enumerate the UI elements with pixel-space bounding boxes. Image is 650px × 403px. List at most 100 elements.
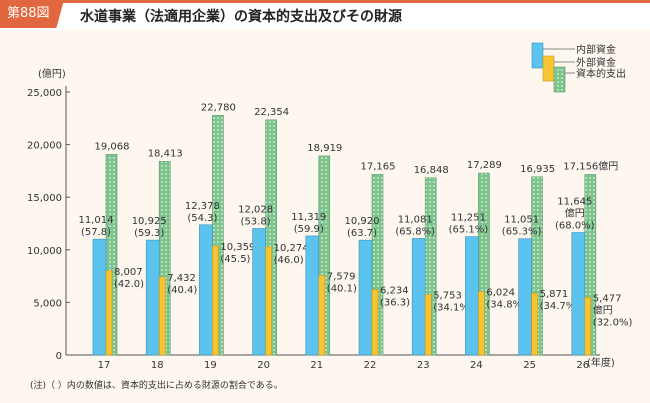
data-label-external-funds: 6,024 (486, 288, 515, 299)
data-label-external-funds: 5,753 (433, 290, 462, 301)
data-label-internal-funds: 12,378 (185, 201, 220, 212)
chart-title: 水道事業（法適用企業）の資本的支出及びその財源 (80, 9, 402, 25)
y-tick-label: 25,000 (27, 88, 62, 99)
header: 第88図 水道事業（法適用企業）の資本的支出及びその財源 (0, 0, 650, 30)
bar-internal-funds (145, 239, 160, 356)
data-label-external-funds: 5,871 (540, 289, 569, 300)
bar-external-funds (531, 292, 538, 356)
y-tick-label: 15,000 (27, 193, 62, 204)
data-label-external-funds: (36.3) (380, 297, 410, 308)
y-axis-label: (億円) (38, 67, 66, 80)
data-label-internal-funds: (65.1%) (449, 225, 489, 236)
data-label-external-funds: 10,359 (220, 242, 255, 253)
bar-external-funds (158, 276, 166, 356)
x-tick-label: 21 (310, 360, 323, 371)
data-label-internal-funds: 億円 (565, 206, 585, 219)
legend-label: 内部資金 (576, 43, 616, 56)
x-axis-label: (年度) (587, 356, 615, 369)
bar-external-funds (478, 291, 485, 356)
data-label-capital-expenditure: 16,848 (414, 165, 449, 176)
data-label-external-funds: (34.1%) (433, 302, 473, 313)
data-label-capital-expenditure: 17,165 (361, 161, 396, 172)
data-label-internal-funds: 11,251 (451, 213, 486, 224)
x-tick-label: 17 (98, 360, 111, 371)
data-label-internal-funds: (65.3%) (502, 227, 542, 238)
data-label-external-funds: (45.5) (220, 254, 250, 265)
legend-swatch (531, 42, 544, 69)
data-label-internal-funds: 12,028 (238, 204, 273, 215)
data-label-capital-expenditure: 17,156億円 (563, 160, 618, 173)
data-label-capital-expenditure: 18,919 (307, 143, 342, 154)
data-label-internal-funds: (59.9) (294, 224, 324, 235)
data-label-internal-funds: (59.3) (134, 228, 164, 239)
y-tick-label: 5,000 (33, 298, 62, 309)
x-tick-label: 20 (257, 360, 270, 371)
data-label-internal-funds: (53.8) (241, 216, 271, 227)
data-label-external-funds: (40.1) (327, 283, 357, 294)
data-label-external-funds: (42.0) (114, 279, 144, 290)
bar-external-funds (105, 270, 113, 356)
data-label-external-funds: 8,007 (114, 267, 143, 278)
data-label-internal-funds: 11,081 (398, 214, 433, 225)
data-label-internal-funds: 11,645 (557, 196, 592, 207)
data-label-capital-expenditure: 19,068 (95, 141, 130, 152)
bar-internal-funds (92, 238, 107, 356)
legend-swatch (542, 55, 555, 82)
bar-external-funds (212, 245, 219, 356)
bar-internal-funds (411, 238, 426, 356)
bar-external-funds (584, 297, 592, 356)
data-label-capital-expenditure: 17,289 (467, 160, 502, 171)
data-label-external-funds: (46.0) (274, 255, 304, 266)
bar-internal-funds (518, 238, 532, 356)
x-tick-label: 23 (417, 360, 430, 371)
bar-internal-funds (252, 228, 266, 356)
x-tick-label: 25 (523, 360, 536, 371)
y-tick-label: 10,000 (27, 246, 62, 257)
legend-label: 外部資金 (576, 56, 616, 69)
data-label-internal-funds: 10,925 (132, 216, 167, 227)
x-tick-label: 26 (576, 360, 589, 371)
legend-label: 資本的支出 (576, 67, 626, 80)
data-label-internal-funds: (65.8%) (395, 226, 435, 237)
bar-internal-funds (571, 232, 586, 356)
bar-internal-funds (305, 235, 320, 356)
bar-external-funds (424, 294, 432, 356)
x-tick-label: 18 (151, 360, 164, 371)
data-label-external-funds: (40.4) (167, 285, 197, 296)
data-label-internal-funds: (68.0%) (555, 220, 595, 231)
bar-external-funds (265, 246, 272, 356)
x-tick-label: 22 (364, 360, 377, 371)
top-rule (0, 0, 650, 3)
data-label-external-funds: 10,274 (274, 243, 309, 254)
bar-internal-funds (358, 239, 373, 356)
x-tick-label: 19 (204, 360, 217, 371)
data-label-external-funds: 6,234 (380, 285, 409, 296)
data-label-internal-funds: 11,051 (504, 215, 539, 226)
figure-number: 第88図 (0, 0, 64, 28)
y-tick-label: 20,000 (27, 141, 62, 152)
data-label-internal-funds: (57.8) (81, 227, 111, 238)
data-label-internal-funds: 11,014 (79, 215, 114, 226)
data-label-external-funds: (34.7%) (540, 301, 580, 312)
data-label-external-funds: (34.8%) (486, 300, 526, 311)
data-label-external-funds: 5,477 (593, 293, 622, 304)
data-label-capital-expenditure: 22,780 (201, 102, 236, 113)
data-label-capital-expenditure: 18,413 (148, 148, 183, 159)
data-label-internal-funds: 11,319 (291, 212, 326, 223)
bar-external-funds (318, 274, 326, 356)
y-tick-label: 0 (56, 351, 62, 362)
data-label-external-funds: 億円 (593, 303, 613, 316)
data-label-internal-funds: (63.7) (347, 228, 377, 239)
data-label-external-funds: 7,579 (327, 271, 356, 282)
data-label-capital-expenditure: 22,354 (254, 107, 289, 118)
x-tick-label: 24 (470, 360, 483, 371)
data-label-external-funds: (32.0%) (593, 317, 633, 328)
footnote: (注)（ ）内の数値は、資本的支出に占める財源の割合である。 (30, 379, 283, 391)
bar-external-funds (371, 289, 379, 356)
data-label-external-funds: 7,432 (167, 273, 196, 284)
legend-swatch (553, 66, 566, 93)
data-label-internal-funds: 10,920 (345, 216, 380, 227)
data-label-capital-expenditure: 16,935 (520, 164, 555, 175)
bar-internal-funds (465, 236, 479, 356)
